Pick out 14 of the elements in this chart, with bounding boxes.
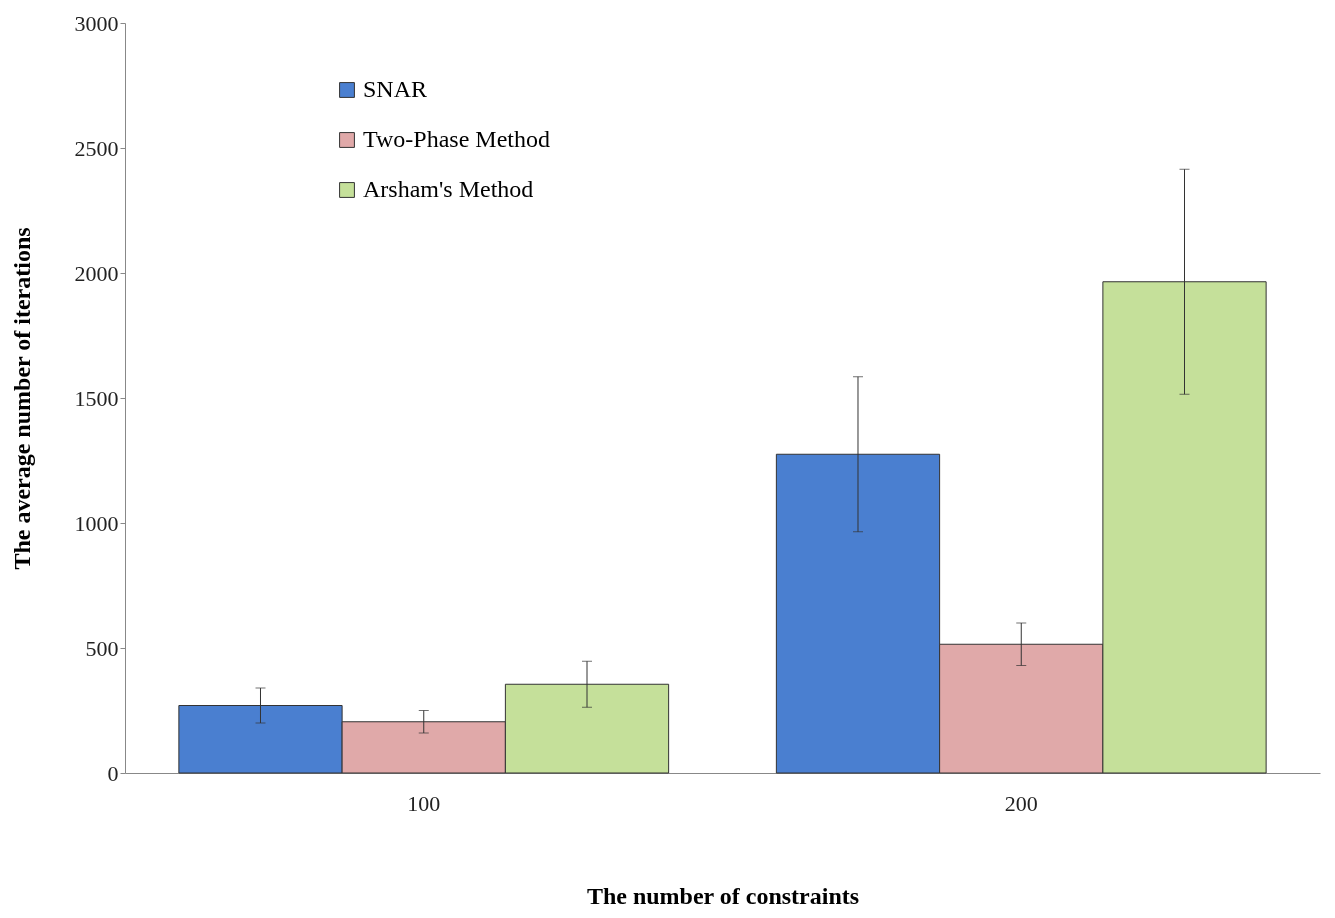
y-tick-label: 1000 <box>74 510 119 536</box>
x-axis-title: The number of constraints <box>586 882 860 909</box>
legend-label: SNAR <box>363 76 428 102</box>
x-tick-label: 200 <box>1004 790 1038 816</box>
y-tick-label: 500 <box>85 635 119 661</box>
y-tick-label: 1500 <box>74 385 119 411</box>
y-tick-label: 0 <box>107 760 119 786</box>
legend-label: Arsham's Method <box>363 176 534 202</box>
y-tick-label: 3000 <box>74 10 119 36</box>
y-tick-label: 2500 <box>74 135 119 161</box>
x-tick-label: 100 <box>407 790 441 816</box>
y-axis-title: The average number of iterations <box>8 227 35 570</box>
y-tick-label: 2000 <box>74 260 119 286</box>
legend-label: Two-Phase Method <box>363 126 550 152</box>
